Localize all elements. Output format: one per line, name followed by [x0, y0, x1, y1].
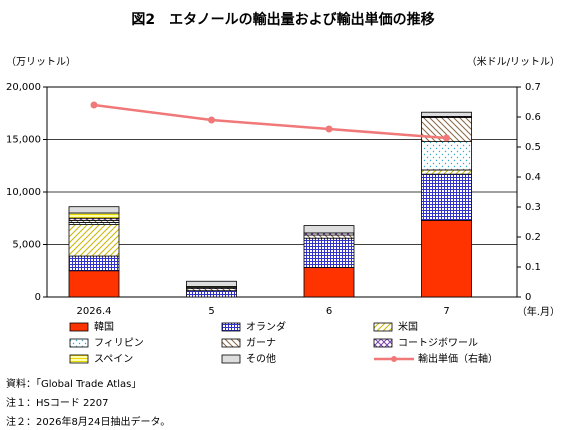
legend-label: フィリピン: [94, 337, 144, 349]
legend-swatch: [373, 322, 393, 332]
legend-label: スペイン: [94, 354, 133, 365]
bar-segment: [303, 267, 355, 298]
legend-label: コートジボワール: [398, 337, 478, 349]
legend-swatch: [221, 354, 241, 364]
y-tick-label: 15,000: [6, 135, 41, 146]
y-tick-label: 5,000: [12, 240, 41, 251]
y2-axis-label: （米ドル/リットル）: [467, 55, 560, 68]
line-point: [325, 125, 333, 133]
x-axis-label: （年.月）: [517, 305, 560, 318]
y2-tick-label: 0.3: [525, 202, 541, 213]
x-tick-label: 2026.4: [77, 306, 112, 317]
bar-segment: [68, 255, 120, 272]
x-tick-label: 5: [208, 306, 214, 317]
bar-segment: [421, 219, 472, 298]
bar-segment: [68, 224, 120, 257]
legend-swatch: [373, 338, 393, 348]
legend-label: オランダ: [246, 320, 286, 333]
bar-segment: [421, 141, 472, 171]
legend-swatch: [69, 354, 89, 364]
chart-title: 図2 エタノールの輸出量および輸出単価の推移: [131, 11, 434, 28]
y2-tick-label: 0: [525, 292, 531, 303]
y2-tick-label: 0.4: [525, 172, 541, 183]
legend-swatch: [69, 338, 89, 348]
bar-segment: [68, 270, 120, 298]
line-point: [208, 116, 215, 124]
legend-label: 韓国: [94, 321, 114, 333]
line-point: [90, 101, 98, 109]
legend-label: 輸出単価（右軸）: [418, 352, 498, 365]
bar-segment: [303, 234, 355, 239]
y2-tick-label: 0.5: [525, 142, 541, 153]
bar-segment: [303, 225, 355, 234]
line-series: [93, 103, 447, 140]
bar-segment: [68, 206, 120, 214]
line-point: [443, 134, 450, 142]
legend-label: ガーナ: [246, 337, 276, 349]
legend-swatch: [221, 322, 241, 332]
legend-label: その他: [246, 352, 276, 365]
x-tick-label: 6: [326, 306, 332, 317]
y-tick-label: 0: [35, 292, 41, 303]
note: 資料：「Global Trade Atlas」: [6, 377, 141, 390]
legend-marker: [391, 356, 397, 362]
bar-segment: [186, 280, 237, 287]
y-tick-label: 20,000: [6, 82, 41, 93]
y2-tick-label: 0.1: [525, 262, 541, 273]
y2-tick-label: 0.7: [525, 82, 541, 93]
bar-segment: [421, 173, 472, 221]
x-tick-label: 7: [443, 306, 449, 317]
bar-segment: [421, 111, 472, 117]
legend-swatch: [69, 322, 89, 332]
y-tick-label: 10,000: [6, 187, 41, 198]
y2-tick-label: 0.6: [525, 112, 541, 123]
bar-segment: [421, 169, 472, 175]
legend-swatch: [221, 338, 241, 348]
y-axis-label: （万リットル）: [6, 56, 76, 68]
legend-label: 米国: [398, 320, 418, 333]
bar-segment: [303, 237, 355, 268]
y2-tick-label: 0.2: [525, 232, 541, 243]
bar-segment: [68, 212, 120, 219]
note: 注１：HSコード 2207: [6, 396, 109, 409]
bar-segment: [186, 290, 237, 298]
note: 注２：2026年8月24日抽出データ。: [6, 415, 170, 428]
